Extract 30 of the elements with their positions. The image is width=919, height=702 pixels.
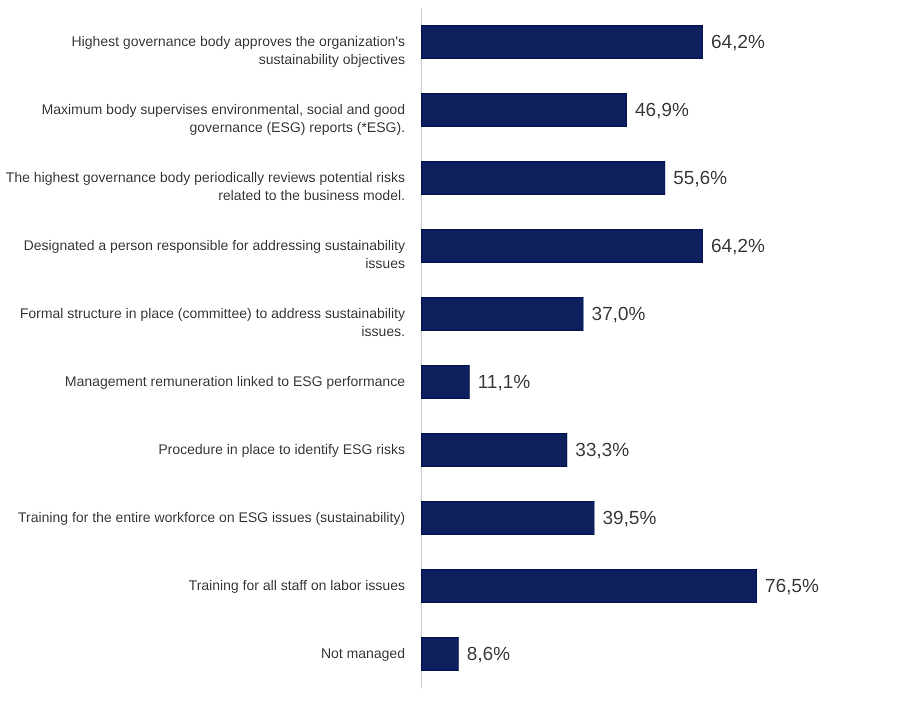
y-tick-label: Procedure in place to identify ESG risks [158, 441, 405, 457]
data-label: 55,6% [673, 168, 728, 189]
bar [421, 637, 459, 671]
bar [421, 569, 757, 603]
data-label: 39,5% [602, 508, 656, 529]
data-label: 76,5% [765, 576, 819, 597]
data-label: 64,2% [710, 236, 765, 257]
bar [421, 161, 666, 195]
data-label: 8,6% [466, 644, 510, 665]
data-label: 33,3% [575, 440, 630, 461]
y-tick-label: Maximum body supervises environmental, social and good governance (ESG) reports (*ESG). [42, 101, 405, 135]
y-tick-label: Training for the entire workforce on ESG issues (sustainability) [18, 509, 405, 525]
bar [421, 229, 703, 263]
data-label: 46,9% [634, 100, 689, 121]
y-tick-label: Highest governance body approves the organization's sustainability objectives [72, 33, 405, 67]
y-tick-label: Designated a person responsible for addressing sustainability issues [24, 237, 405, 271]
y-tick-label: Training for all staff on labor issues [188, 577, 405, 593]
y-tick-label: Not managed [320, 645, 405, 661]
bar [421, 297, 584, 331]
bar [421, 93, 627, 127]
bar [421, 501, 594, 535]
y-tick-label: Management remuneration linked to ESG performance [64, 373, 406, 389]
bar [421, 365, 470, 399]
bar [421, 25, 703, 59]
data-label: 37,0% [592, 304, 646, 325]
bar [421, 433, 568, 467]
y-tick-label: The highest governance body periodically reviews potential risks related to the business model. [6, 169, 405, 203]
data-label: 64,2% [710, 32, 765, 53]
y-tick-label: Formal structure in place (committee) to address sustainability issues. [20, 305, 405, 339]
data-label: 11,1% [478, 372, 530, 393]
